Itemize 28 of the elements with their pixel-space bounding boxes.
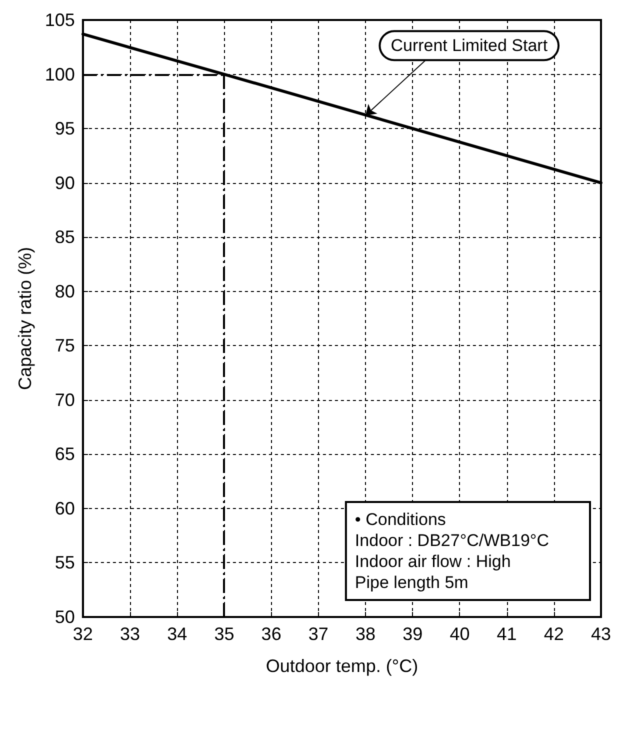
x-axis-title: Outdoor temp. (°C): [266, 656, 418, 676]
x-tick-label: 35: [214, 624, 234, 644]
y-axis-title: Capacity ratio (%): [15, 246, 35, 390]
y-tick-label: 80: [54, 281, 75, 302]
y-tick-label: 85: [54, 227, 75, 248]
x-tick-label: 33: [120, 624, 140, 644]
y-tick-label: 70: [54, 390, 75, 410]
annotation: Current Limited Start: [390, 36, 548, 56]
y-tick-label: 55: [54, 552, 75, 573]
x-tick-label: 37: [308, 624, 328, 644]
y-tick-label: 105: [44, 10, 75, 30]
x-tick-label: 39: [402, 624, 423, 644]
y-tick-label: 90: [54, 172, 75, 193]
x-tick-label: 40: [450, 624, 470, 644]
y-tick-label: 50: [54, 607, 75, 627]
y-tick-label: 60: [54, 498, 75, 518]
x-tick-label: 41: [496, 624, 517, 644]
y-tick-label: 95: [54, 118, 75, 139]
x-tick-label: 38: [356, 624, 376, 644]
x-tick-label: 32: [72, 624, 93, 644]
annotation: • Conditions Indoor : DB27°C/WB19°C Indoor air flow : High Pipe length 5m: [354, 510, 550, 592]
y-tick-label: 65: [54, 444, 75, 464]
x-tick-label: 42: [544, 624, 564, 644]
y-tick-label: 100: [44, 64, 75, 84]
y-tick-label: 75: [54, 336, 75, 356]
x-tick-label: 43: [590, 624, 612, 644]
x-tick-label: 36: [261, 624, 282, 644]
x-tick-label: 34: [167, 624, 188, 644]
